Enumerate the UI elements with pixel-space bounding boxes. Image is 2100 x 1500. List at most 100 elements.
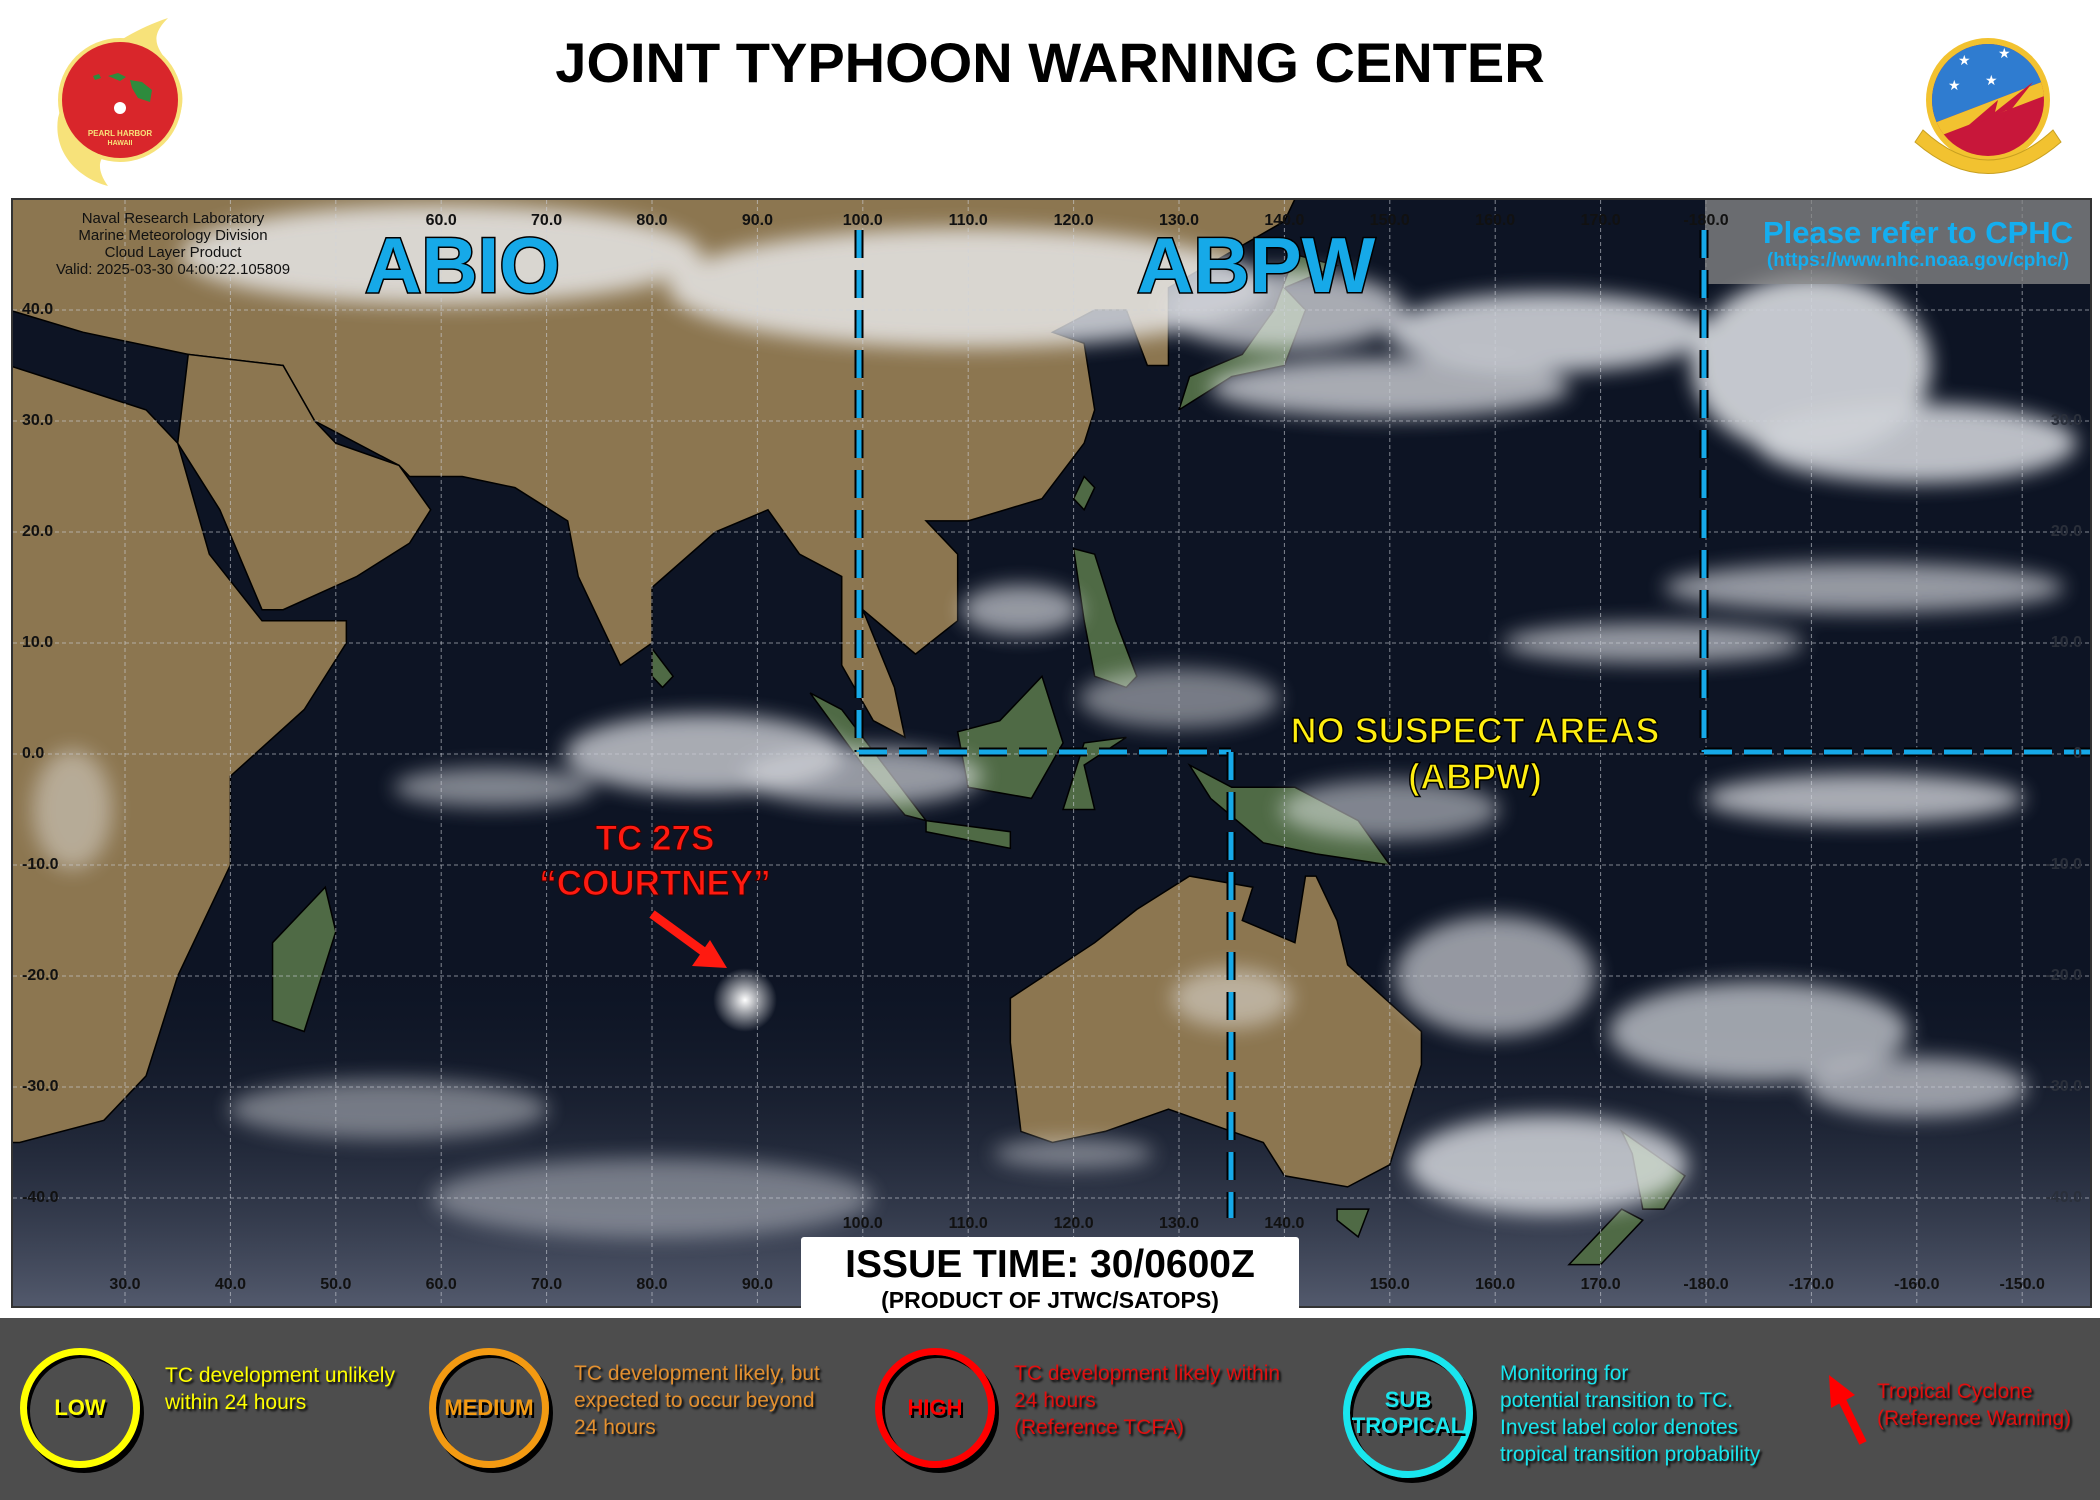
no-suspect-basin: (ABPW) — [1407, 755, 1542, 798]
cloud-patch — [181, 204, 702, 305]
cloud-patch — [1387, 292, 1708, 373]
17th-ows-logo: ★ ★ ★★ — [1914, 38, 2062, 174]
cphc-link[interactable]: (https://www.nhc.noaa.gov/cphc/) — [1766, 250, 2070, 271]
lon-label-bottom: -150.0 — [1999, 1276, 2045, 1293]
svg-text:★: ★ — [1958, 52, 1971, 68]
satellite-map[interactable]: Naval Research Laboratory Marine Meteoro… — [11, 198, 2092, 1308]
lon-label-top: 140.0 — [1264, 212, 1305, 229]
lon-label-top: -180.0 — [1683, 212, 1729, 229]
cphc-overlay — [1705, 200, 2090, 284]
lat-label-right: 10.0 — [2050, 634, 2082, 651]
jtwc-logo: PEARL HARBOR HAWAII — [57, 18, 183, 186]
lon-label-bottom: -170.0 — [1788, 1276, 1835, 1293]
lon-label-bottom: -160.0 — [1894, 1276, 1940, 1293]
lat-label-left: -30.0 — [22, 1078, 59, 1095]
legend-medium-circle: MEDIUM — [429, 1348, 549, 1468]
svg-text:★: ★ — [1985, 72, 1998, 88]
basin-boundaries — [854, 230, 2090, 1218]
cphc-notice: Please refer to CPHC (https://www.nhc.no… — [1743, 216, 2090, 272]
cloud-patch — [960, 584, 1081, 635]
issue-time-box: ISSUE TIME: 30/0600Z (PRODUCT OF JTWC/SA… — [801, 1237, 1299, 1319]
lat-label-right: 30.0 — [2050, 412, 2082, 429]
credit-line: Marine Meteorology Division — [78, 227, 268, 244]
svg-text:★: ★ — [1948, 77, 1961, 93]
lon-label-bottom: 40.0 — [214, 1276, 246, 1293]
lon-label-bottom: 60.0 — [425, 1276, 457, 1293]
lon-label-top: 70.0 — [531, 212, 563, 229]
legend-low-text: TC development unlikely within 24 hours — [165, 1364, 395, 1414]
tc-warning-arrow-icon — [1829, 1375, 1867, 1445]
basin-label-abpw: ABPW — [1135, 221, 1376, 309]
product-source: (PRODUCT OF JTWC/SATOPS) — [881, 1287, 1219, 1313]
no-suspect-line: NO SUSPECT AREAS — [1290, 709, 1660, 752]
lon-label-top: 100.0 — [842, 212, 883, 229]
land-nz_south — [1567, 1208, 1644, 1266]
map-canvas — [13, 200, 2090, 1306]
land-srilanka — [651, 646, 675, 689]
lon-label-top: 160.0 — [1475, 212, 1516, 229]
land-taiwan — [1072, 475, 1096, 512]
logo-location-1: PEARL HARBOR — [88, 129, 153, 138]
lon-label-top: 150.0 — [1369, 212, 1410, 229]
lat-label-right: 20.0 — [2050, 523, 2082, 540]
cloud-patch — [1608, 981, 1909, 1082]
lon-label-top: 110.0 — [948, 212, 988, 229]
land-tasmania — [1336, 1208, 1370, 1239]
lat-label-left: -20.0 — [22, 967, 59, 984]
tc-27s-label[interactable]: TC 27S “COURTNEY” — [455, 816, 855, 906]
cloud-patch — [1209, 357, 1570, 418]
lon-label-top: 130.0 — [1158, 212, 1200, 229]
lat-label-left: 0.0 — [22, 745, 45, 762]
lon-label-bottom: 100.0 — [842, 1215, 883, 1232]
legend-subtropical-text: Monitoring for potential transition to TC… — [1500, 1362, 1761, 1466]
lon-label-bottom: 50.0 — [320, 1276, 352, 1293]
lat-label-right: -10.0 — [2045, 856, 2082, 873]
lon-label-bottom: 120.0 — [1053, 1215, 1094, 1232]
lat-label-left: 30.0 — [22, 412, 54, 429]
no-suspect-areas-label: NO SUSPECT AREAS (ABPW) — [1175, 708, 1775, 800]
cloud-patch — [1664, 562, 2065, 613]
cloud-patch — [32, 749, 113, 870]
logo-location-2: HAWAII — [108, 140, 133, 147]
credit-line: Valid: 2025-03-30 04:00:22.105809 — [55, 261, 291, 278]
cloud-patch — [393, 767, 594, 808]
lat-label-left: -10.0 — [22, 856, 59, 873]
lat-label-right: 0 — [2073, 745, 2082, 762]
lon-label-bottom: 110.0 — [948, 1215, 988, 1232]
land-java — [925, 819, 1012, 850]
credit-line: Naval Research Laboratory — [81, 210, 265, 227]
lon-label-top: 170.0 — [1580, 212, 1621, 229]
cloud-patch — [228, 1079, 549, 1140]
lon-label-bottom: 140.0 — [1264, 1215, 1305, 1232]
page-title: JOINT TYPHOON WARNING CENTER — [555, 31, 1545, 94]
cloud-patch — [1407, 1114, 1688, 1215]
cloud-patch — [1756, 403, 2077, 484]
legend-bar: LOW TC development unlikely within 24 hou… — [0, 1318, 2100, 1500]
land-madagascar — [271, 885, 337, 1033]
lat-label-right: -20.0 — [2045, 967, 2082, 984]
lat-label-left: 40.0 — [22, 301, 54, 318]
tc-id: TC 27S — [595, 819, 715, 859]
lat-label-right: -40.0 — [2045, 1189, 2082, 1206]
cloud-patch — [1164, 270, 1405, 350]
legend-medium-text: TC development likely, but expected to oc… — [574, 1362, 820, 1439]
issue-time: ISSUE TIME: 30/0600Z — [845, 1243, 1255, 1286]
lon-label-bottom: -180.0 — [1683, 1276, 1729, 1293]
credit-line: Cloud Layer Product — [104, 244, 242, 261]
svg-text:★: ★ — [1998, 45, 2011, 61]
lon-label-bottom: 170.0 — [1580, 1276, 1621, 1293]
lon-label-top: 120.0 — [1053, 212, 1094, 229]
legend-low-circle: LOW — [20, 1348, 140, 1468]
lon-label-bottom: 130.0 — [1158, 1215, 1200, 1232]
lon-label-top: 60.0 — [425, 212, 457, 229]
legend-high-text: TC development likely within 24 hours (Ref… — [1014, 1362, 1281, 1439]
tc-arrow-icon — [649, 910, 727, 968]
lat-label-left: 10.0 — [22, 634, 54, 651]
cloud-patch — [1806, 1057, 2027, 1117]
lon-label-bottom: 160.0 — [1475, 1276, 1516, 1293]
legend-high-circle: HIGH — [875, 1348, 995, 1468]
lon-label-top: 90.0 — [741, 212, 773, 229]
lon-label-bottom: 90.0 — [741, 1276, 773, 1293]
lat-label-right: -30.0 — [2045, 1078, 2082, 1095]
lat-label-left: -40.0 — [22, 1189, 59, 1206]
